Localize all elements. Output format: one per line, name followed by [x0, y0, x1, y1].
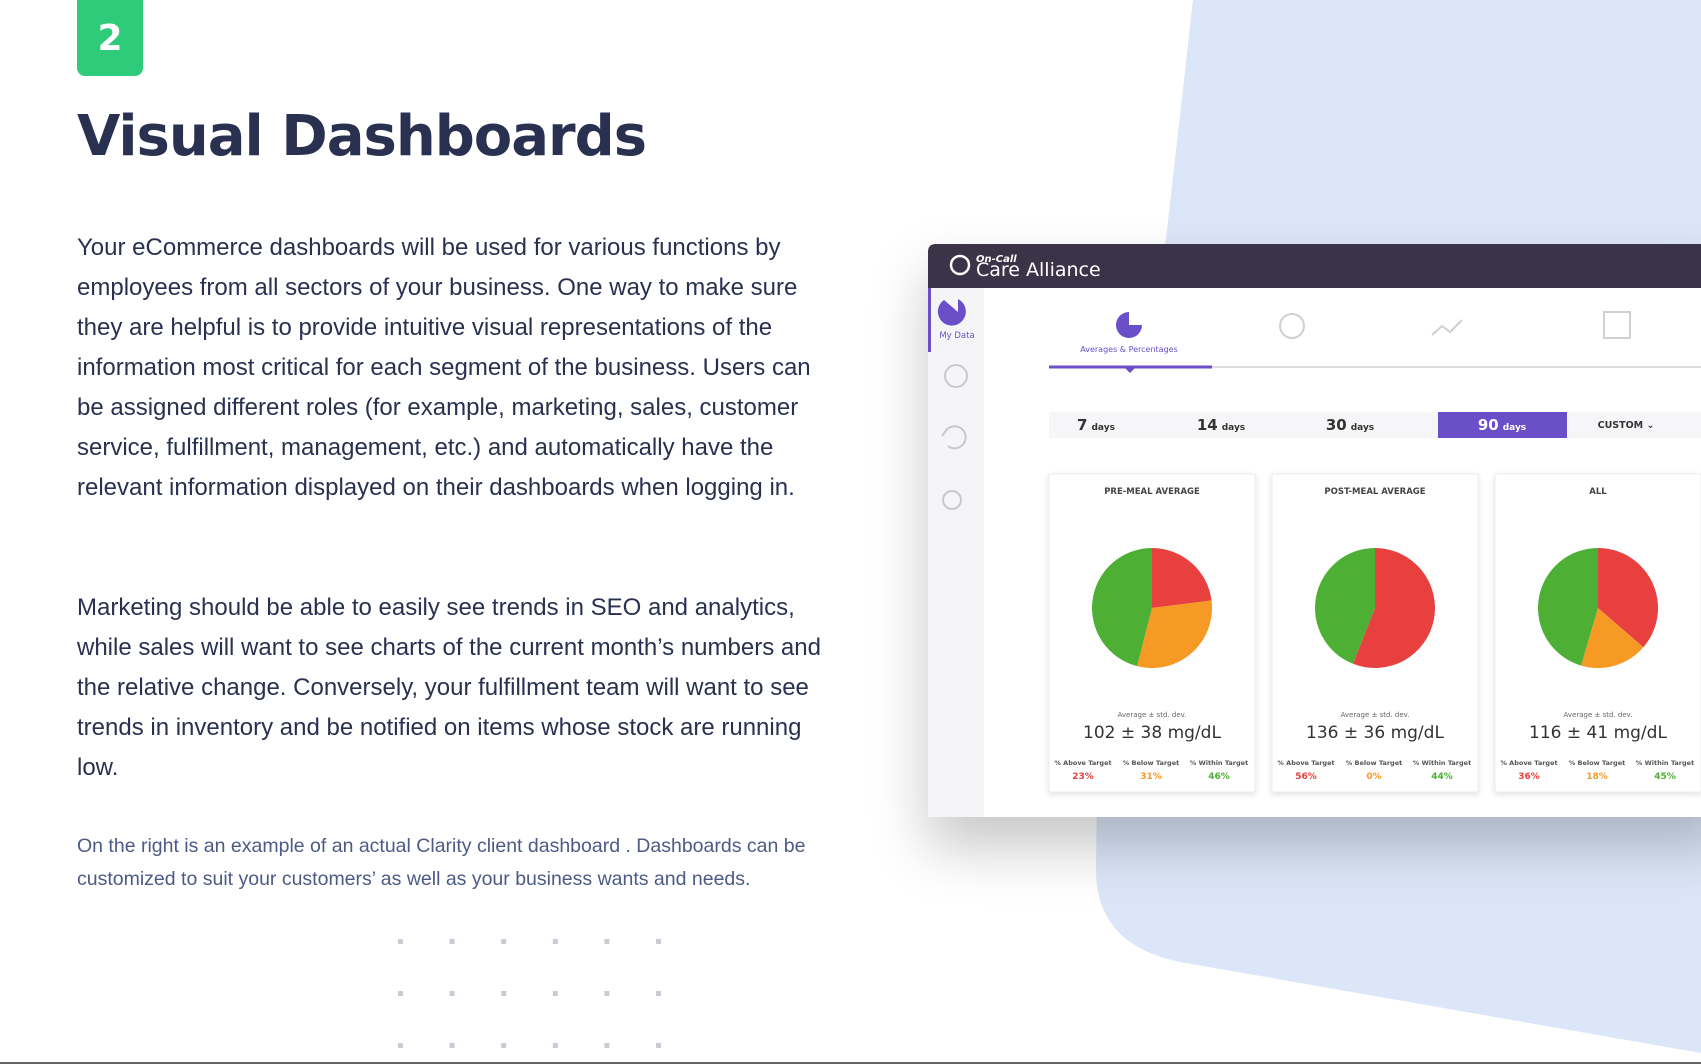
title: Visual Dashboards — [77, 104, 647, 169]
dot — [552, 939, 558, 944]
range-unit: days — [1222, 423, 1245, 433]
dot — [552, 991, 558, 996]
range-unit: days — [1503, 423, 1526, 433]
legend-label: % Below Target — [1569, 759, 1625, 767]
card-title: ALL — [1589, 487, 1607, 497]
pie-slice — [1352, 548, 1435, 669]
dot — [449, 939, 455, 944]
range-selected — [1438, 412, 1567, 438]
tab-icons — [1279, 311, 1631, 339]
dot — [656, 1043, 661, 1048]
value-label: 46% — [1208, 772, 1230, 782]
logo-icon — [949, 254, 971, 276]
dot — [552, 1043, 558, 1048]
pie-slice — [1581, 608, 1644, 668]
legend-label: % Within Target — [1636, 759, 1694, 767]
caption: On the right is an example of an actual … — [77, 835, 806, 890]
value-label: 56% — [1295, 772, 1317, 782]
pie-slice — [1598, 548, 1658, 648]
value-label: 44% — [1431, 772, 1453, 782]
range-number: 90 — [1478, 416, 1499, 434]
range-number: 30 — [1326, 416, 1347, 434]
dot — [398, 991, 403, 996]
legend-label: % Below Target — [1346, 759, 1402, 767]
dot-grid — [398, 939, 661, 1048]
sidebar — [928, 288, 984, 817]
tab-label: Averages & Percentages — [1080, 345, 1178, 354]
pie-slice — [1092, 548, 1152, 667]
pie-slice — [1315, 548, 1375, 664]
dot — [449, 991, 455, 996]
dot — [656, 991, 661, 996]
stat-label: Average ± std. dev. — [1118, 711, 1187, 719]
dot — [604, 939, 610, 944]
legend-label: % Above Target — [1277, 759, 1334, 767]
logo-tagline: On-Call — [976, 254, 1017, 265]
sidebar-active — [928, 288, 931, 352]
logo-name: Care Alliance — [976, 259, 1101, 281]
range-button[interactable]: 90 days — [1478, 416, 1526, 434]
stat-value: 136 ± 36 mg/dL — [1306, 723, 1444, 743]
dot — [501, 1043, 507, 1048]
range-number: 7 — [1077, 416, 1087, 434]
paragraph: Marketing should be able to easily see t… — [77, 594, 821, 781]
stat-label: Average ± std. dev. — [1564, 711, 1633, 719]
value-label: 0% — [1366, 772, 1381, 782]
sidebar-icons — [941, 364, 968, 510]
tab-caret — [1124, 367, 1136, 373]
range-number: 14 — [1197, 416, 1218, 434]
stat-value: 116 ± 41 mg/dL — [1529, 723, 1667, 743]
dot — [398, 939, 403, 944]
value-label: 45% — [1654, 772, 1676, 782]
pie-slice — [1152, 548, 1212, 608]
dot — [604, 991, 610, 996]
value-label: 23% — [1072, 772, 1094, 782]
top-bar — [928, 244, 1701, 288]
range-bar — [1049, 412, 1701, 438]
dot — [449, 1043, 455, 1048]
range-unit: days — [1091, 423, 1114, 433]
dot — [501, 939, 507, 944]
value-label: 36% — [1518, 772, 1540, 782]
step-badge: 2 — [77, 0, 143, 76]
range-button[interactable]: 14 days — [1197, 416, 1245, 434]
dashboard: Care Alliance On-Call My Data Averages &… — [928, 244, 1701, 817]
pie-slice — [1137, 600, 1212, 668]
dot — [398, 1043, 403, 1048]
legend-label: % Above Target — [1054, 759, 1111, 767]
tab-icon — [1116, 312, 1142, 338]
legend-label: % Within Target — [1190, 759, 1248, 767]
stat-label: Average ± std. dev. — [1341, 711, 1410, 719]
custom-range[interactable]: CUSTOM ⌄ — [1598, 420, 1655, 431]
my-data-icon — [937, 299, 966, 326]
value-label: 31% — [1140, 772, 1162, 782]
legend-label: % Above Target — [1500, 759, 1557, 767]
pie-slice — [1538, 548, 1598, 666]
dot — [501, 991, 507, 996]
range-unit: days — [1351, 423, 1374, 433]
dot — [604, 1043, 610, 1048]
range-button[interactable]: 30 days — [1326, 416, 1374, 434]
paragraph: Your eCommerce dashboards will be used f… — [77, 234, 811, 501]
stat-value: 102 ± 38 mg/dL — [1083, 723, 1221, 743]
legend-label: % Within Target — [1413, 759, 1471, 767]
card-title: PRE-MEAL AVERAGE — [1104, 487, 1200, 497]
legend-label: % Below Target — [1123, 759, 1179, 767]
value-label: 18% — [1586, 772, 1608, 782]
dot — [656, 939, 661, 944]
card-title: POST-MEAL AVERAGE — [1324, 487, 1425, 497]
range-button[interactable]: 7 days — [1077, 416, 1115, 434]
sidebar-label: My Data — [939, 331, 974, 341]
